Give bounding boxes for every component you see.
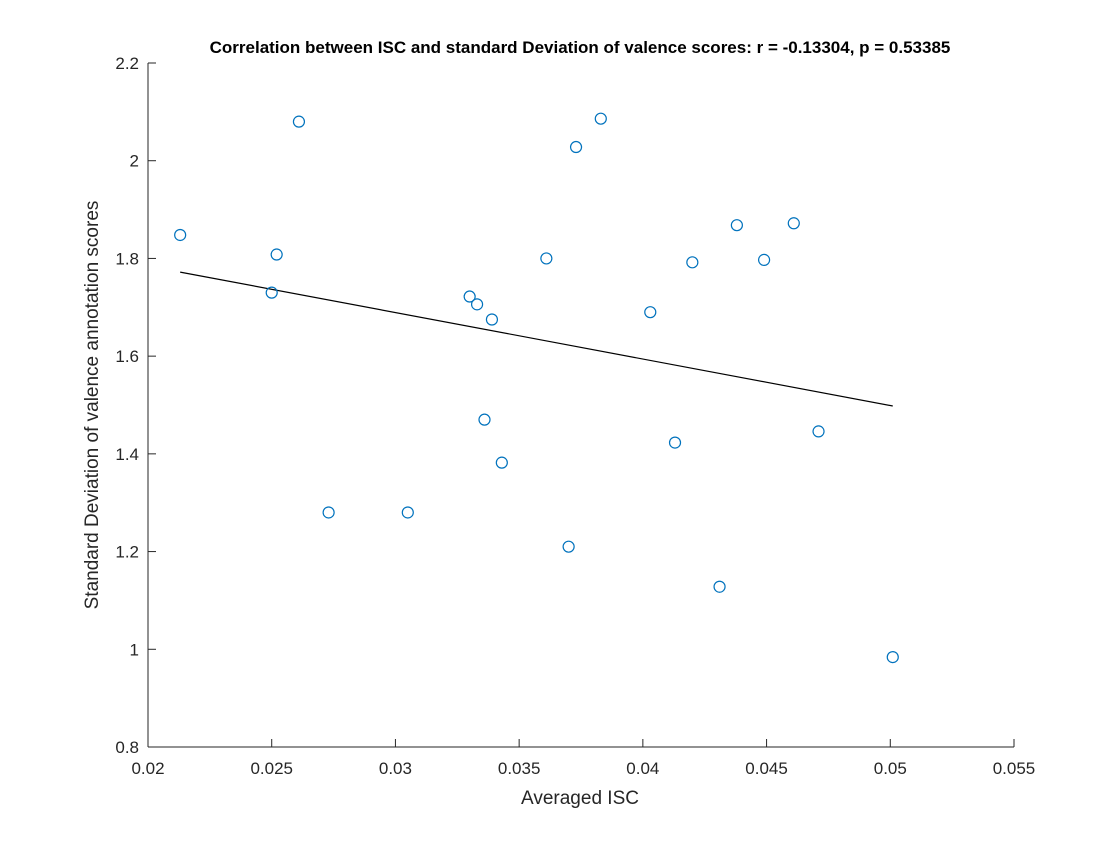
y-tick-label: 1 bbox=[130, 640, 139, 659]
data-point bbox=[730, 219, 743, 232]
x-tick-label: 0.045 bbox=[745, 759, 788, 778]
y-tick-label: 0.8 bbox=[115, 738, 139, 757]
axes bbox=[147, 63, 1014, 748]
data-point bbox=[470, 298, 484, 311]
data-point bbox=[322, 506, 335, 519]
x-tick-label: 0.02 bbox=[131, 759, 164, 778]
data-point bbox=[569, 140, 583, 154]
data-point bbox=[265, 286, 278, 299]
data-point bbox=[292, 115, 306, 128]
x-tick-label: 0.05 bbox=[874, 759, 907, 778]
y-axis-label: Standard Deviation of valence annotation… bbox=[82, 201, 103, 610]
y-tick-label: 1.2 bbox=[115, 543, 139, 562]
data-point bbox=[562, 540, 575, 553]
data-points bbox=[174, 112, 899, 664]
data-point bbox=[540, 252, 553, 265]
x-tick-label: 0.03 bbox=[379, 759, 412, 778]
y-tick-label: 2.2 bbox=[115, 54, 139, 73]
data-point bbox=[270, 248, 283, 261]
x-tick-label: 0.04 bbox=[626, 759, 659, 778]
data-point bbox=[401, 506, 414, 519]
x-tick-label: 0.055 bbox=[993, 759, 1036, 778]
y-tick-label: 1.4 bbox=[115, 445, 139, 464]
data-point bbox=[886, 651, 899, 664]
data-point bbox=[174, 228, 187, 242]
axis-ticks: 0.02 0.025 0.03 0.035 0.04 0.045 0.05 0.055 0.8 1… bbox=[115, 54, 1035, 778]
data-point bbox=[463, 290, 476, 303]
data-point bbox=[594, 112, 607, 125]
x-tick-label: 0.035 bbox=[498, 759, 541, 778]
chart-title: Correlation between ISC and standard Dev… bbox=[210, 38, 951, 57]
data-point bbox=[812, 425, 825, 438]
data-point bbox=[478, 413, 491, 426]
data-point bbox=[713, 580, 726, 593]
data-point bbox=[787, 217, 800, 230]
data-point bbox=[485, 313, 499, 326]
data-point bbox=[668, 436, 682, 449]
fit-line bbox=[180, 271, 893, 407]
y-tick-label: 1.6 bbox=[115, 347, 139, 366]
fit-line-group bbox=[180, 271, 893, 407]
y-tick-label: 1.8 bbox=[115, 249, 139, 268]
data-point bbox=[495, 456, 508, 469]
x-tick-label: 0.025 bbox=[250, 759, 293, 778]
data-point bbox=[757, 253, 771, 266]
x-axis-label: Averaged ISC bbox=[521, 788, 639, 809]
y-tick-label: 2 bbox=[130, 152, 139, 171]
data-point bbox=[644, 306, 657, 319]
data-point bbox=[686, 256, 699, 269]
